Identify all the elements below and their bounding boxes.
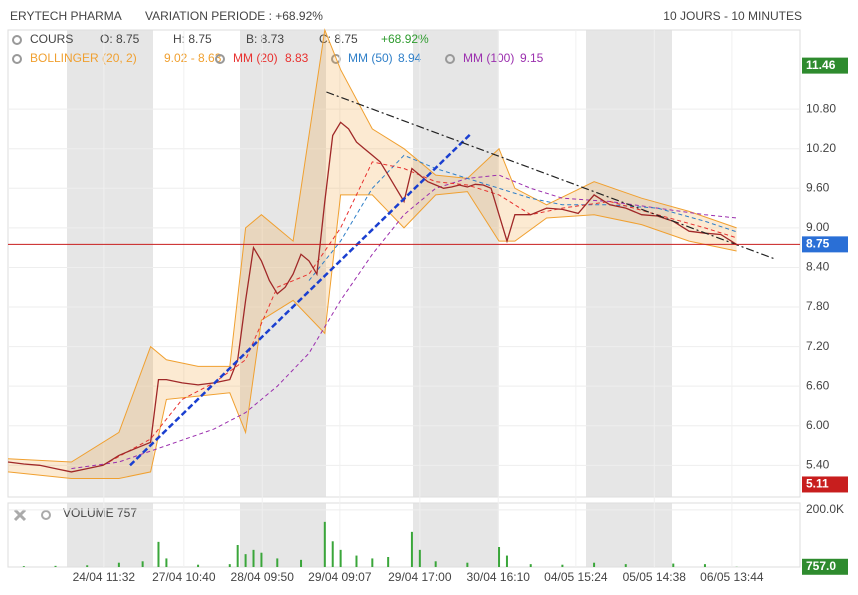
volume-bar <box>237 545 239 567</box>
volume-bar <box>253 550 255 567</box>
volume-bar <box>118 563 120 567</box>
session-band <box>586 30 672 497</box>
volume-bar <box>387 557 389 567</box>
legend-mm100: MM (100) <box>463 51 514 65</box>
volume-bar <box>704 564 706 567</box>
y-tick-label: 10.80 <box>806 101 836 115</box>
volume-bar <box>672 564 674 567</box>
volume-bar <box>55 566 57 567</box>
x-tick-label: 24/04 11:32 <box>73 570 136 584</box>
legend-low: B: 8.73 <box>246 32 284 46</box>
volume-bar <box>276 558 278 567</box>
x-tick-label: 29/04 17:00 <box>388 570 452 584</box>
title: ERYTECH PHARMA <box>10 9 122 23</box>
legend-mm20-value: 8.83 <box>285 51 309 65</box>
volume-bar <box>530 564 532 567</box>
legend-bollinger: BOLLINGER (20, 2) <box>30 51 137 65</box>
legend-mm100-value: 9.15 <box>520 51 544 65</box>
y-tick-label: 8.40 <box>806 260 830 274</box>
variation: VARIATION PERIODE : +68.92% <box>145 9 323 23</box>
volume-bar <box>355 556 357 567</box>
volume-bar <box>229 564 231 567</box>
volume-bar <box>371 558 373 567</box>
volume-bar <box>506 556 508 567</box>
volume-bar <box>466 563 468 567</box>
legend-volume: VOLUME <box>63 506 114 520</box>
y-tick-label: 6.60 <box>806 378 830 392</box>
y-tick-label: 7.80 <box>806 299 830 313</box>
y-tick-label: 6.00 <box>806 418 830 432</box>
x-tick-label: 06/05 13:44 <box>700 570 764 584</box>
session-band <box>413 503 499 567</box>
x-tick-label: 30/04 16:10 <box>467 570 531 584</box>
y-tick-label: 10.20 <box>806 141 836 155</box>
volume-bar <box>625 564 627 567</box>
volume-bar <box>561 565 563 567</box>
volume-bar <box>498 547 500 567</box>
legend-bollinger-value: 9.02 - 8.63 <box>164 51 222 65</box>
legend-volume-value: 757 <box>117 506 137 520</box>
volume-bar <box>435 561 437 567</box>
volume-bar <box>86 565 88 567</box>
volume-bar <box>340 550 342 567</box>
x-tick-label: 27/04 10:40 <box>152 570 216 584</box>
legend-open: O: 8.75 <box>100 32 140 46</box>
volume-bar <box>411 532 413 567</box>
legend-cours: COURS <box>30 32 73 46</box>
legend-change: +68.92% <box>381 32 429 46</box>
period: 10 JOURS - 10 MINUTES <box>663 9 802 23</box>
x-tick-label: 04/05 15:24 <box>544 570 608 584</box>
legend-mm50-value: 8.94 <box>398 51 422 65</box>
volume-bar <box>142 561 144 567</box>
legend-high: H: 8.75 <box>173 32 212 46</box>
price-badge-label: 5.11 <box>806 477 829 491</box>
volume-bar <box>300 560 302 567</box>
y-tick-label: 9.60 <box>806 180 830 194</box>
y-tick-label: 200.0K <box>806 502 844 516</box>
volume-bar <box>165 558 167 567</box>
price-badge-label: 11.46 <box>806 58 836 72</box>
volume-bar <box>197 565 199 567</box>
price-badge-label: 757.0 <box>806 559 836 573</box>
x-tick-label: 29/04 09:07 <box>308 570 372 584</box>
volume-bar <box>593 563 595 567</box>
volume-bar <box>23 566 25 567</box>
volume-bar <box>332 541 334 567</box>
y-tick-label: 9.00 <box>806 220 830 234</box>
y-tick-label: 5.40 <box>806 458 830 472</box>
x-tick-label: 28/04 09:50 <box>231 570 295 584</box>
volume-bar <box>245 554 247 567</box>
volume-bar <box>260 553 262 567</box>
y-tick-label: 7.20 <box>806 339 830 353</box>
legend-mm20: MM (20) <box>233 51 278 65</box>
volume-bar <box>324 522 326 567</box>
volume-bar <box>157 542 159 567</box>
x-tick-label: 05/05 14:38 <box>623 570 687 584</box>
session-band <box>413 30 499 497</box>
legend-mm50: MM (50) <box>348 51 393 65</box>
price-badge-label: 8.75 <box>806 237 830 251</box>
session-band <box>586 503 672 567</box>
volume-bar <box>419 550 421 567</box>
